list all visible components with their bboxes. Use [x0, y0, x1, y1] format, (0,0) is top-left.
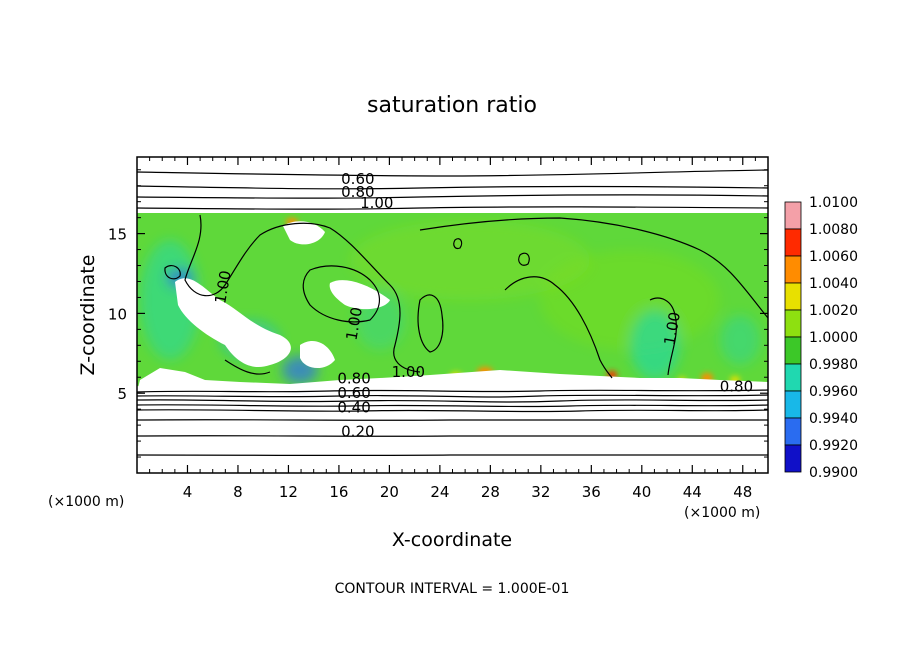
plot-area: 0.600.801.001.001.001.001.000.800.600.40…	[137, 157, 768, 473]
colorbar-swatch-2	[784, 255, 802, 284]
colorbar-swatch-8	[784, 417, 802, 446]
contour-label-2: 1.00	[360, 194, 393, 212]
contour-label-1: 0.80	[341, 183, 374, 201]
y-tick-label-0: 5	[117, 385, 127, 403]
x-tick-label-1: 8	[233, 483, 243, 501]
contour-label-8: 0.60	[337, 384, 370, 402]
x-tick-label-2: 12	[279, 483, 298, 501]
x-tick-label-0: 4	[183, 483, 193, 501]
colorbar-swatch-1	[784, 228, 802, 257]
colorbar-label-1: 0.9920	[809, 438, 858, 454]
x-unit-left: (×1000 m)	[48, 494, 124, 510]
contour-label-7: 0.80	[337, 370, 370, 388]
subsaturated-regions	[137, 206, 768, 392]
x-unit-right: (×1000 m)	[684, 505, 760, 521]
colorbar-label-10: 1.0100	[809, 195, 858, 211]
y-axis: 5 10 15	[108, 169, 768, 458]
contour-label-4: 1.00	[342, 306, 366, 342]
contour-label-6: 1.00	[660, 310, 684, 346]
colorbar-label-3: 0.9960	[809, 384, 858, 400]
contour-label-5: 1.00	[392, 363, 425, 381]
contour-label-10: 0.20	[341, 422, 374, 440]
colorbar-swatch-0	[784, 201, 802, 230]
colorbar-label-7: 1.0040	[809, 276, 858, 292]
x-tick-label-4: 20	[380, 483, 399, 501]
x-axis: 4 8 12 16 20 24 28 32 36 40 44 48	[149, 157, 756, 501]
contour-lines-saturation	[164, 214, 768, 379]
contour-label-3: 1.00	[211, 269, 235, 305]
x-tick-label-8: 36	[582, 483, 601, 501]
contour-label-11: 0.80	[720, 378, 753, 396]
contour-interval-note: CONTOUR INTERVAL = 1.000E-01	[335, 581, 570, 597]
x-tick-label-7: 32	[531, 483, 550, 501]
colorbar-swatch-3	[784, 282, 802, 311]
x-tick-label-10: 44	[683, 483, 702, 501]
x-axis-title: X-coordinate	[392, 529, 512, 551]
contour-label-0: 0.60	[341, 170, 374, 188]
x-tick-label-11: 48	[733, 483, 752, 501]
contour-labels: 0.600.801.001.001.001.001.000.800.600.40…	[211, 170, 753, 440]
contour-label-9: 0.40	[337, 398, 370, 416]
colorbar-label-4: 0.9980	[809, 357, 858, 373]
x-tick-label-6: 28	[481, 483, 500, 501]
colorbar-swatch-9	[784, 444, 802, 473]
colorbar-swatch-6	[784, 363, 802, 392]
x-tick-label-9: 40	[632, 483, 651, 501]
colorbar-label-0: 0.9900	[809, 465, 858, 481]
colorbar-swatch-5	[784, 336, 802, 365]
y-axis-title: Z-coordinate	[77, 255, 99, 376]
colorbar-label-6: 1.0020	[809, 303, 858, 319]
chart-title: saturation ratio	[367, 93, 537, 118]
x-tick-label-3: 16	[329, 483, 348, 501]
colorbar: 0.9900 0.9920 0.9940 0.9960 0.9980 1.0000 1.00…	[784, 195, 858, 481]
colorbar-label-9: 1.0080	[809, 222, 858, 238]
contour-lines-lower	[137, 389, 768, 457]
colorbar-label-8: 1.0060	[809, 249, 858, 265]
y-tick-label-2: 15	[108, 226, 127, 244]
colorbar-swatch-7	[784, 390, 802, 419]
colorbar-label-2: 0.9940	[809, 411, 858, 427]
x-tick-label-5: 24	[430, 483, 449, 501]
colorbar-swatch-4	[784, 309, 802, 338]
y-tick-label-1: 10	[108, 305, 127, 323]
contour-lines-upper	[137, 169, 768, 210]
colorbar-label-5: 1.0000	[809, 330, 858, 346]
